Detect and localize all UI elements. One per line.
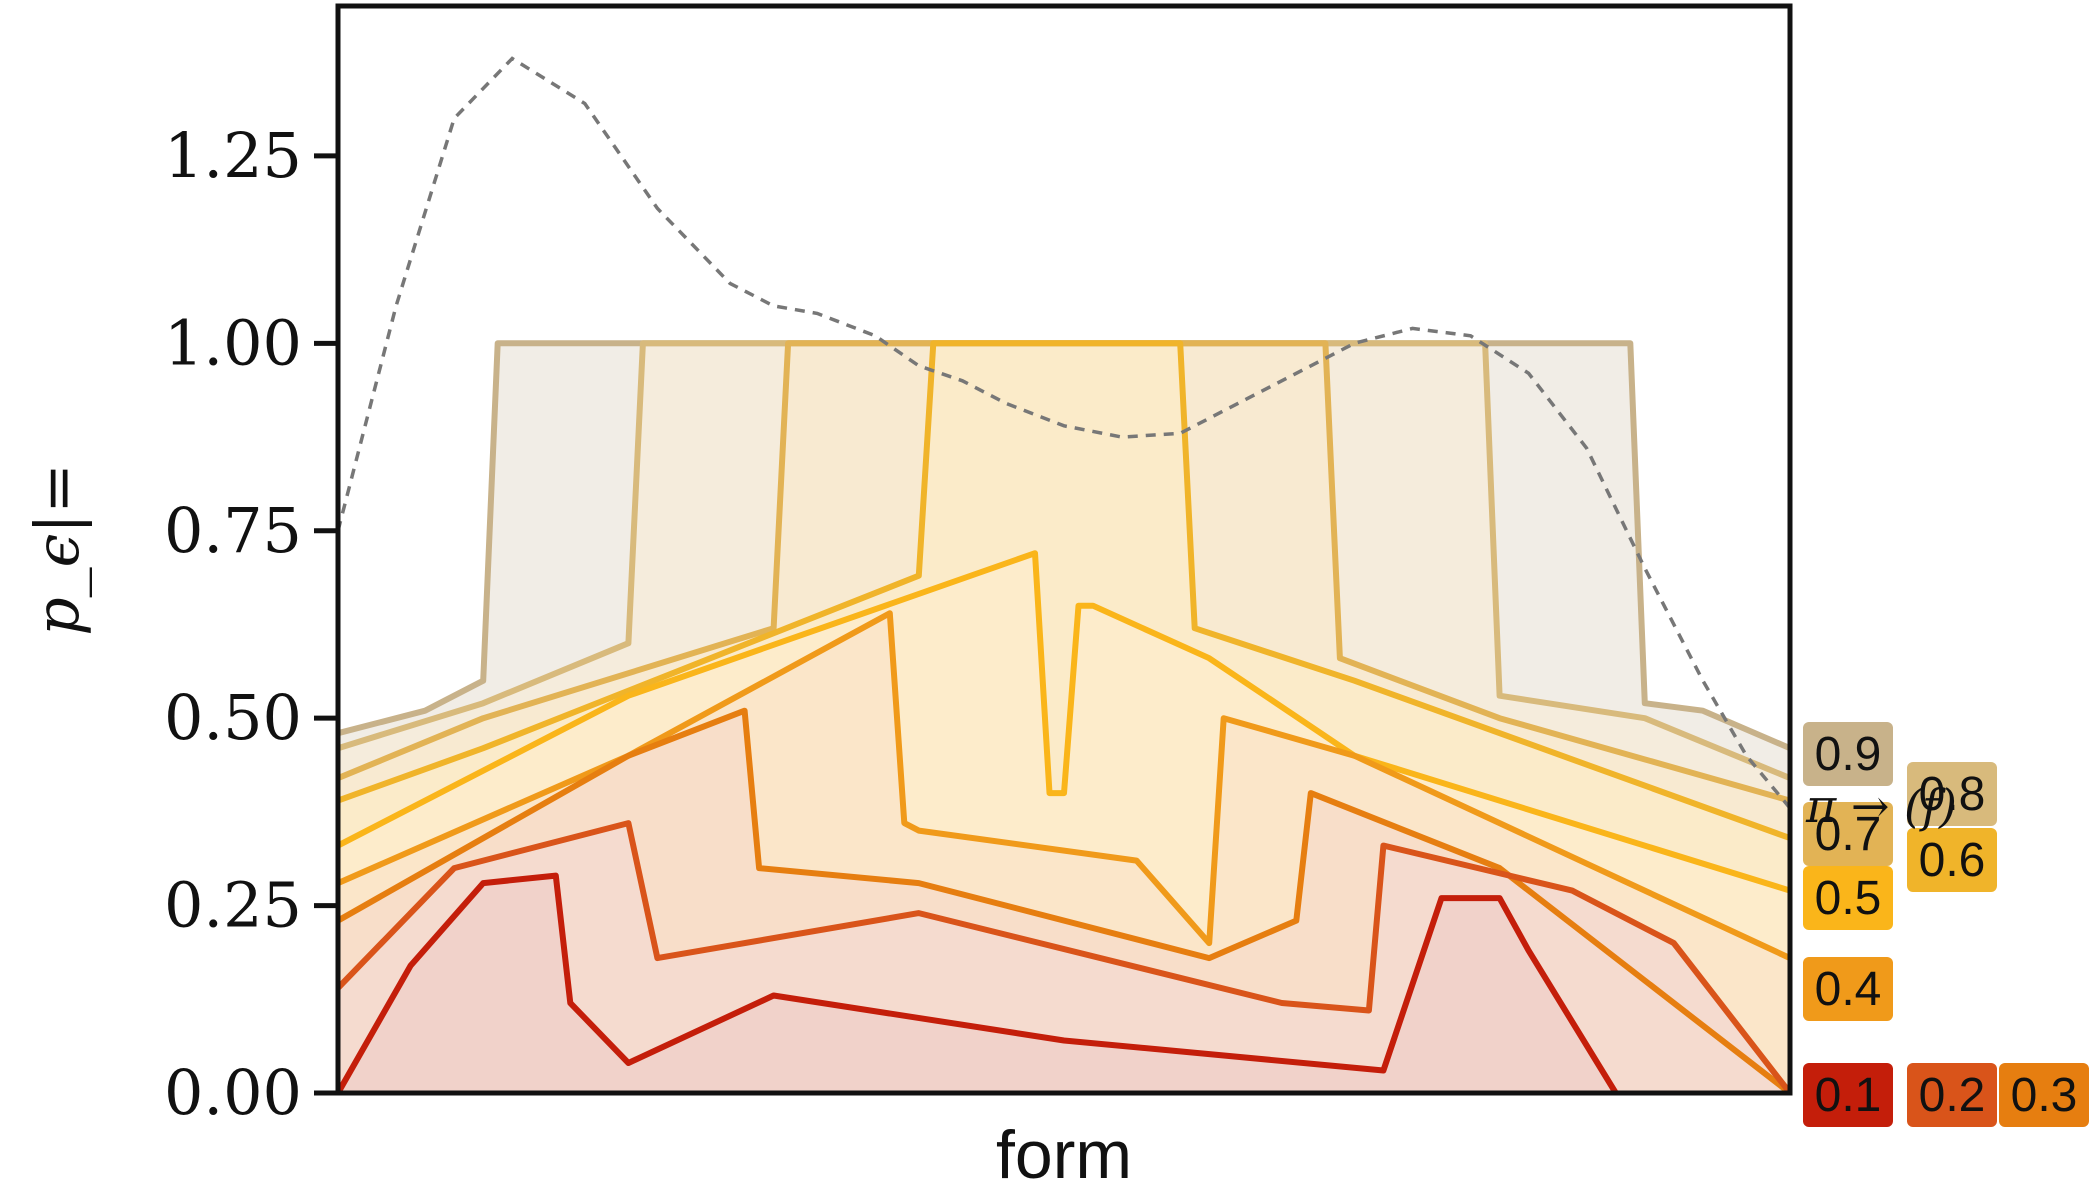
contour-line-0.3 — [336, 707, 1792, 1096]
legend-badge-0.2: 0.2 — [1907, 1063, 1997, 1127]
legend-badge-0.7: 0.7 — [1803, 802, 1893, 866]
legend-badge-label: 0.3 — [2011, 1069, 2078, 1122]
y-tick-label: 1.25 — [164, 119, 302, 192]
legend-badge-swatch — [1907, 762, 1997, 826]
reference-curve-group — [336, 56, 1792, 810]
legend-badge-label: 0.5 — [1815, 872, 1882, 925]
legend-badge-swatch — [1803, 1063, 1893, 1127]
legend-badge-0.5: 0.5 — [1803, 866, 1893, 930]
legend-badge-swatch — [1907, 828, 1997, 892]
legend-badge-0.9: 0.9 — [1803, 722, 1893, 786]
legend-badge-0.6: 0.6 — [1907, 828, 1997, 892]
y-tick-label: 0.25 — [164, 869, 302, 942]
legend-badge-label: 0.2 — [1919, 1069, 1986, 1122]
contour-line-0.4 — [336, 610, 1792, 961]
y-tick-label: 0.00 — [164, 1056, 302, 1129]
legend-badge-label: 0.1 — [1815, 1069, 1882, 1122]
plot-frame — [335, 3, 1793, 1096]
legend-badge-0.3: 0.3 — [1999, 1063, 2089, 1127]
legend-badge-0.4: 0.4 — [1803, 957, 1893, 1021]
contour-line-0.6 — [336, 340, 1792, 841]
legend-badge-swatch — [1803, 722, 1893, 786]
legend-badge-0.1: 0.1 — [1803, 1063, 1893, 1127]
contour-line-0.1 — [335, 872, 1619, 1095]
y-axis-label: p_ϵ|= — [23, 463, 93, 636]
legend-badge-swatch — [1803, 866, 1893, 930]
legend-badges: 0.9 0.8 0.7 0.6 0.5 0.4 0.1 0.2 0.3 — [1803, 722, 2089, 1127]
y-tick-label: 1.00 — [164, 306, 302, 379]
contour-line-0.2 — [335, 820, 1793, 1095]
legend-badge-label: 0.8 — [1919, 768, 1986, 821]
contour-line-0.5 — [336, 550, 1791, 894]
legend-badge-label: 0.6 — [1919, 834, 1986, 887]
legend-badge-label: 0.4 — [1815, 963, 1882, 1016]
y-tick-label: 0.75 — [164, 494, 302, 567]
contour-fills — [338, 343, 1790, 1093]
legend-badge-label: 0.9 — [1815, 728, 1882, 781]
legend-badge-swatch — [1999, 1063, 2089, 1127]
legend-badge-0.8: 0.8 — [1907, 762, 1997, 826]
x-axis-label: form — [996, 1117, 1132, 1193]
reference-curve — [336, 56, 1792, 810]
contour-lines — [335, 340, 1793, 1096]
legend-badge-swatch — [1803, 802, 1893, 866]
legend-badge-swatch — [1803, 957, 1893, 1021]
legend-badge-swatch — [1907, 1063, 1997, 1127]
legend-badge-label: 0.7 — [1815, 808, 1882, 861]
contour-fill-0.1 — [338, 875, 1616, 1093]
y-axis-ticks: 0.00 0.25 0.50 0.75 1.00 1.25 — [164, 119, 338, 1129]
y-tick-label: 0.50 — [164, 681, 302, 754]
annotation-label: π → (f) — [1805, 779, 1957, 833]
